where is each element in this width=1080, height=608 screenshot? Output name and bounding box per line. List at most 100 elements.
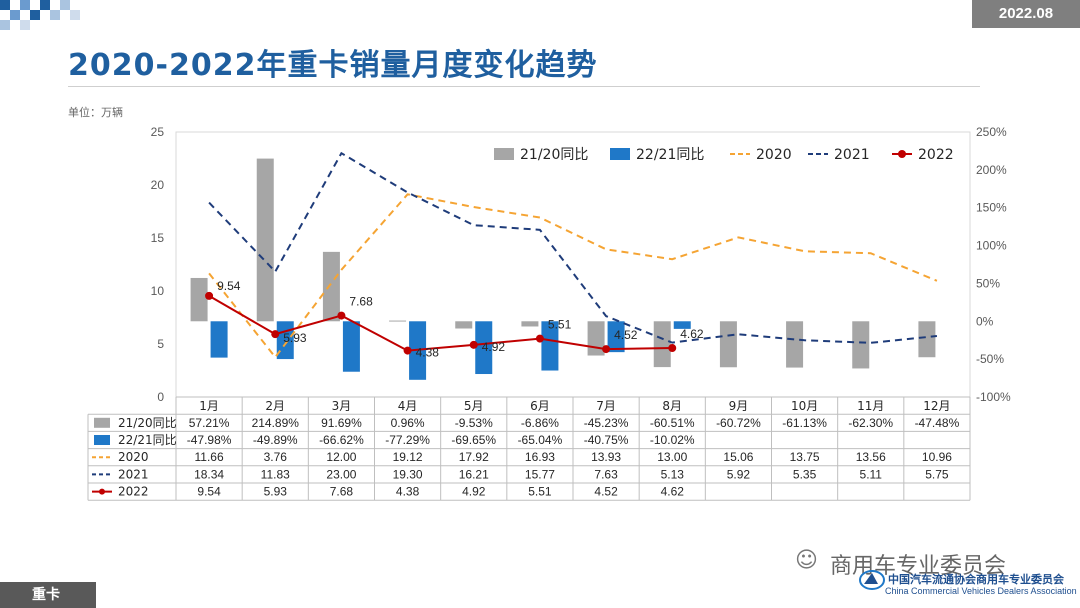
- bar-21-20: [521, 321, 539, 327]
- table-cell: 91.69%: [321, 416, 362, 430]
- table-cell: 57.21%: [189, 416, 230, 430]
- table-cell: 11.83: [261, 467, 290, 481]
- right-axis-tick: -100%: [976, 390, 1011, 404]
- table-cell: 5.13: [661, 467, 685, 481]
- bar-22-21: [541, 321, 559, 371]
- table-cell: -10.02%: [650, 433, 695, 447]
- table-cell: -66.62%: [319, 433, 364, 447]
- table-cell: 0.96%: [391, 416, 425, 430]
- table-cell: 7.63: [594, 467, 618, 481]
- table-cell: 23.00: [326, 467, 356, 481]
- point-2022: [205, 291, 214, 300]
- table-cell: 5.93: [264, 485, 288, 499]
- table-cell: -60.72%: [716, 416, 761, 430]
- label-2022: 9.54: [217, 279, 241, 293]
- point-2022: [602, 345, 611, 354]
- title-divider: [68, 86, 980, 87]
- table-cell: 18.34: [194, 467, 224, 481]
- legend-label: 2021: [834, 147, 870, 163]
- x-axis-category: 8月: [662, 399, 682, 413]
- table-row-label: 2020: [118, 450, 149, 464]
- bar-21-20: [719, 321, 737, 368]
- table-cell: -47.98%: [187, 433, 232, 447]
- page-title: 2020-2022年重卡销量月度变化趋势: [68, 48, 598, 83]
- x-axis-category: 4月: [398, 399, 418, 413]
- bar-21-20: [190, 277, 208, 322]
- table-cell: -40.75%: [584, 433, 629, 447]
- table-row-label: 21/20同比: [118, 416, 177, 430]
- table-cell: 13.56: [856, 450, 886, 464]
- table-key-22-21: [94, 435, 110, 445]
- right-axis-tick: 200%: [976, 163, 1007, 177]
- association-logo-icon: [859, 570, 885, 590]
- right-axis-tick: -50%: [976, 352, 1004, 366]
- watermark-text: 商用车专业委员会: [830, 554, 1007, 579]
- table-key-21-20: [94, 417, 110, 428]
- legend-label: 2022: [918, 147, 954, 163]
- table-cell: 5.11: [860, 467, 883, 481]
- table-row-label: 2021: [118, 467, 149, 481]
- point-2022: [668, 344, 677, 353]
- label-2022: 4.38: [416, 346, 440, 360]
- right-axis-tick: 50%: [976, 276, 1000, 290]
- table-cell: 16.21: [459, 467, 489, 481]
- table-cell: 13.75: [790, 450, 820, 464]
- bar-22-21: [607, 321, 625, 353]
- bar-21-20: [852, 321, 870, 369]
- table-row-label: 22/21同比: [118, 433, 177, 447]
- bar-21-20: [918, 321, 936, 358]
- table-cell: -49.89%: [253, 433, 298, 447]
- table-cell: -9.53%: [455, 416, 493, 430]
- label-2022: 5.51: [548, 318, 572, 332]
- label-2022: 7.68: [349, 295, 373, 309]
- bar-21-20: [256, 158, 274, 322]
- date-badge: 2022.08: [972, 0, 1080, 28]
- org-name-cn: 中国汽车流通协会商用车专业委员会: [888, 573, 1064, 586]
- unit-label: 单位：万辆: [68, 106, 123, 119]
- label-2022: 4.62: [680, 327, 704, 341]
- point-2022: [271, 330, 280, 339]
- bar-22-21: [673, 321, 691, 329]
- label-2022: 4.52: [614, 328, 638, 342]
- point-2022: [469, 340, 478, 349]
- table-cell: 15.77: [525, 467, 555, 481]
- line-2020: [208, 193, 938, 359]
- right-axis-tick: 100%: [976, 239, 1007, 253]
- table-cell: 4.92: [462, 485, 486, 499]
- plot-area: [175, 131, 971, 398]
- table-cell: 15.06: [723, 450, 753, 464]
- line-2022: [208, 295, 673, 352]
- legend-label: 22/21同比: [636, 147, 704, 163]
- x-axis-category: 7月: [596, 399, 616, 413]
- point-2022: [403, 346, 412, 355]
- left-axis-tick: 0: [157, 390, 164, 404]
- legend-marker-2022: [898, 150, 906, 158]
- bar-21-20: [786, 321, 804, 368]
- table-cell: -69.65%: [451, 433, 496, 447]
- table-cell: -77.29%: [385, 433, 430, 447]
- table-cell: 11.66: [195, 450, 224, 464]
- table-cell: 5.92: [727, 467, 751, 481]
- table-cell: 16.93: [525, 450, 555, 464]
- org-name-en: China Commercial Vehicles Dealers Associ…: [885, 586, 1077, 596]
- legend-label: 21/20同比: [520, 147, 588, 163]
- x-axis-category: 11月: [857, 399, 884, 413]
- bar-22-21: [475, 321, 493, 375]
- x-axis-category: 3月: [332, 399, 352, 413]
- x-axis-category: 1月: [199, 399, 219, 413]
- right-axis-tick: 0%: [976, 314, 994, 328]
- bar-22-21: [210, 321, 228, 358]
- table-cell: -47.48%: [915, 416, 960, 430]
- point-2022: [337, 311, 346, 320]
- table-cell: -60.51%: [650, 416, 695, 430]
- bar-21-20: [587, 321, 605, 356]
- bar-21-20: [389, 320, 407, 322]
- legend-swatch-22-21: [610, 148, 630, 160]
- legend-swatch-21-20: [494, 148, 514, 160]
- bar-21-20: [653, 321, 671, 368]
- table-key-marker-2022: [99, 488, 105, 495]
- bar-21-20: [322, 251, 340, 322]
- label-2022: 5.93: [283, 331, 307, 345]
- table-cell: 214.89%: [252, 416, 300, 430]
